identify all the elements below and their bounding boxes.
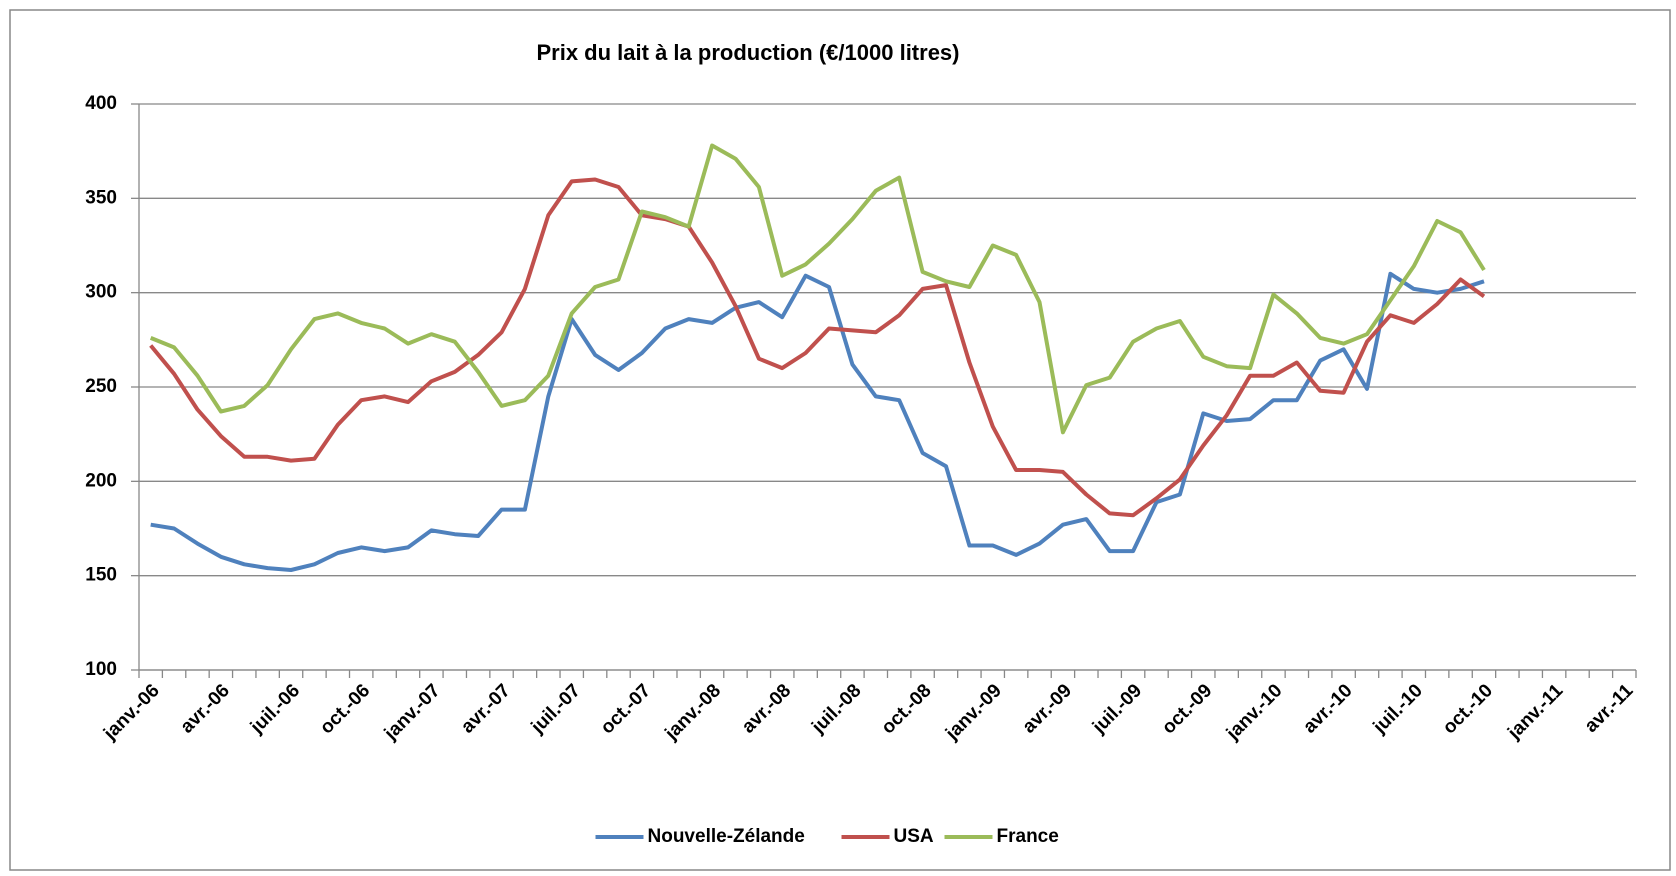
chart-border bbox=[9, 9, 1671, 871]
legend-label: France bbox=[997, 826, 1059, 847]
y-tick-label: 400 bbox=[85, 93, 117, 114]
series-line bbox=[149, 177, 1486, 518]
y-tick-label: 350 bbox=[85, 187, 117, 208]
y-tick-label: 300 bbox=[85, 282, 117, 303]
legend-label: Nouvelle-Zélande bbox=[648, 826, 805, 847]
series-line bbox=[150, 271, 1485, 572]
y-tick-label: 100 bbox=[85, 659, 117, 680]
y-tick-label: 250 bbox=[85, 376, 117, 397]
y-tick-label: 150 bbox=[85, 565, 117, 586]
legend-label: USA bbox=[894, 826, 934, 847]
series-line bbox=[149, 143, 1486, 435]
y-tick-label: 200 bbox=[85, 470, 117, 491]
chart-title: Prix du lait à la production (€/1000 lit… bbox=[536, 40, 959, 65]
